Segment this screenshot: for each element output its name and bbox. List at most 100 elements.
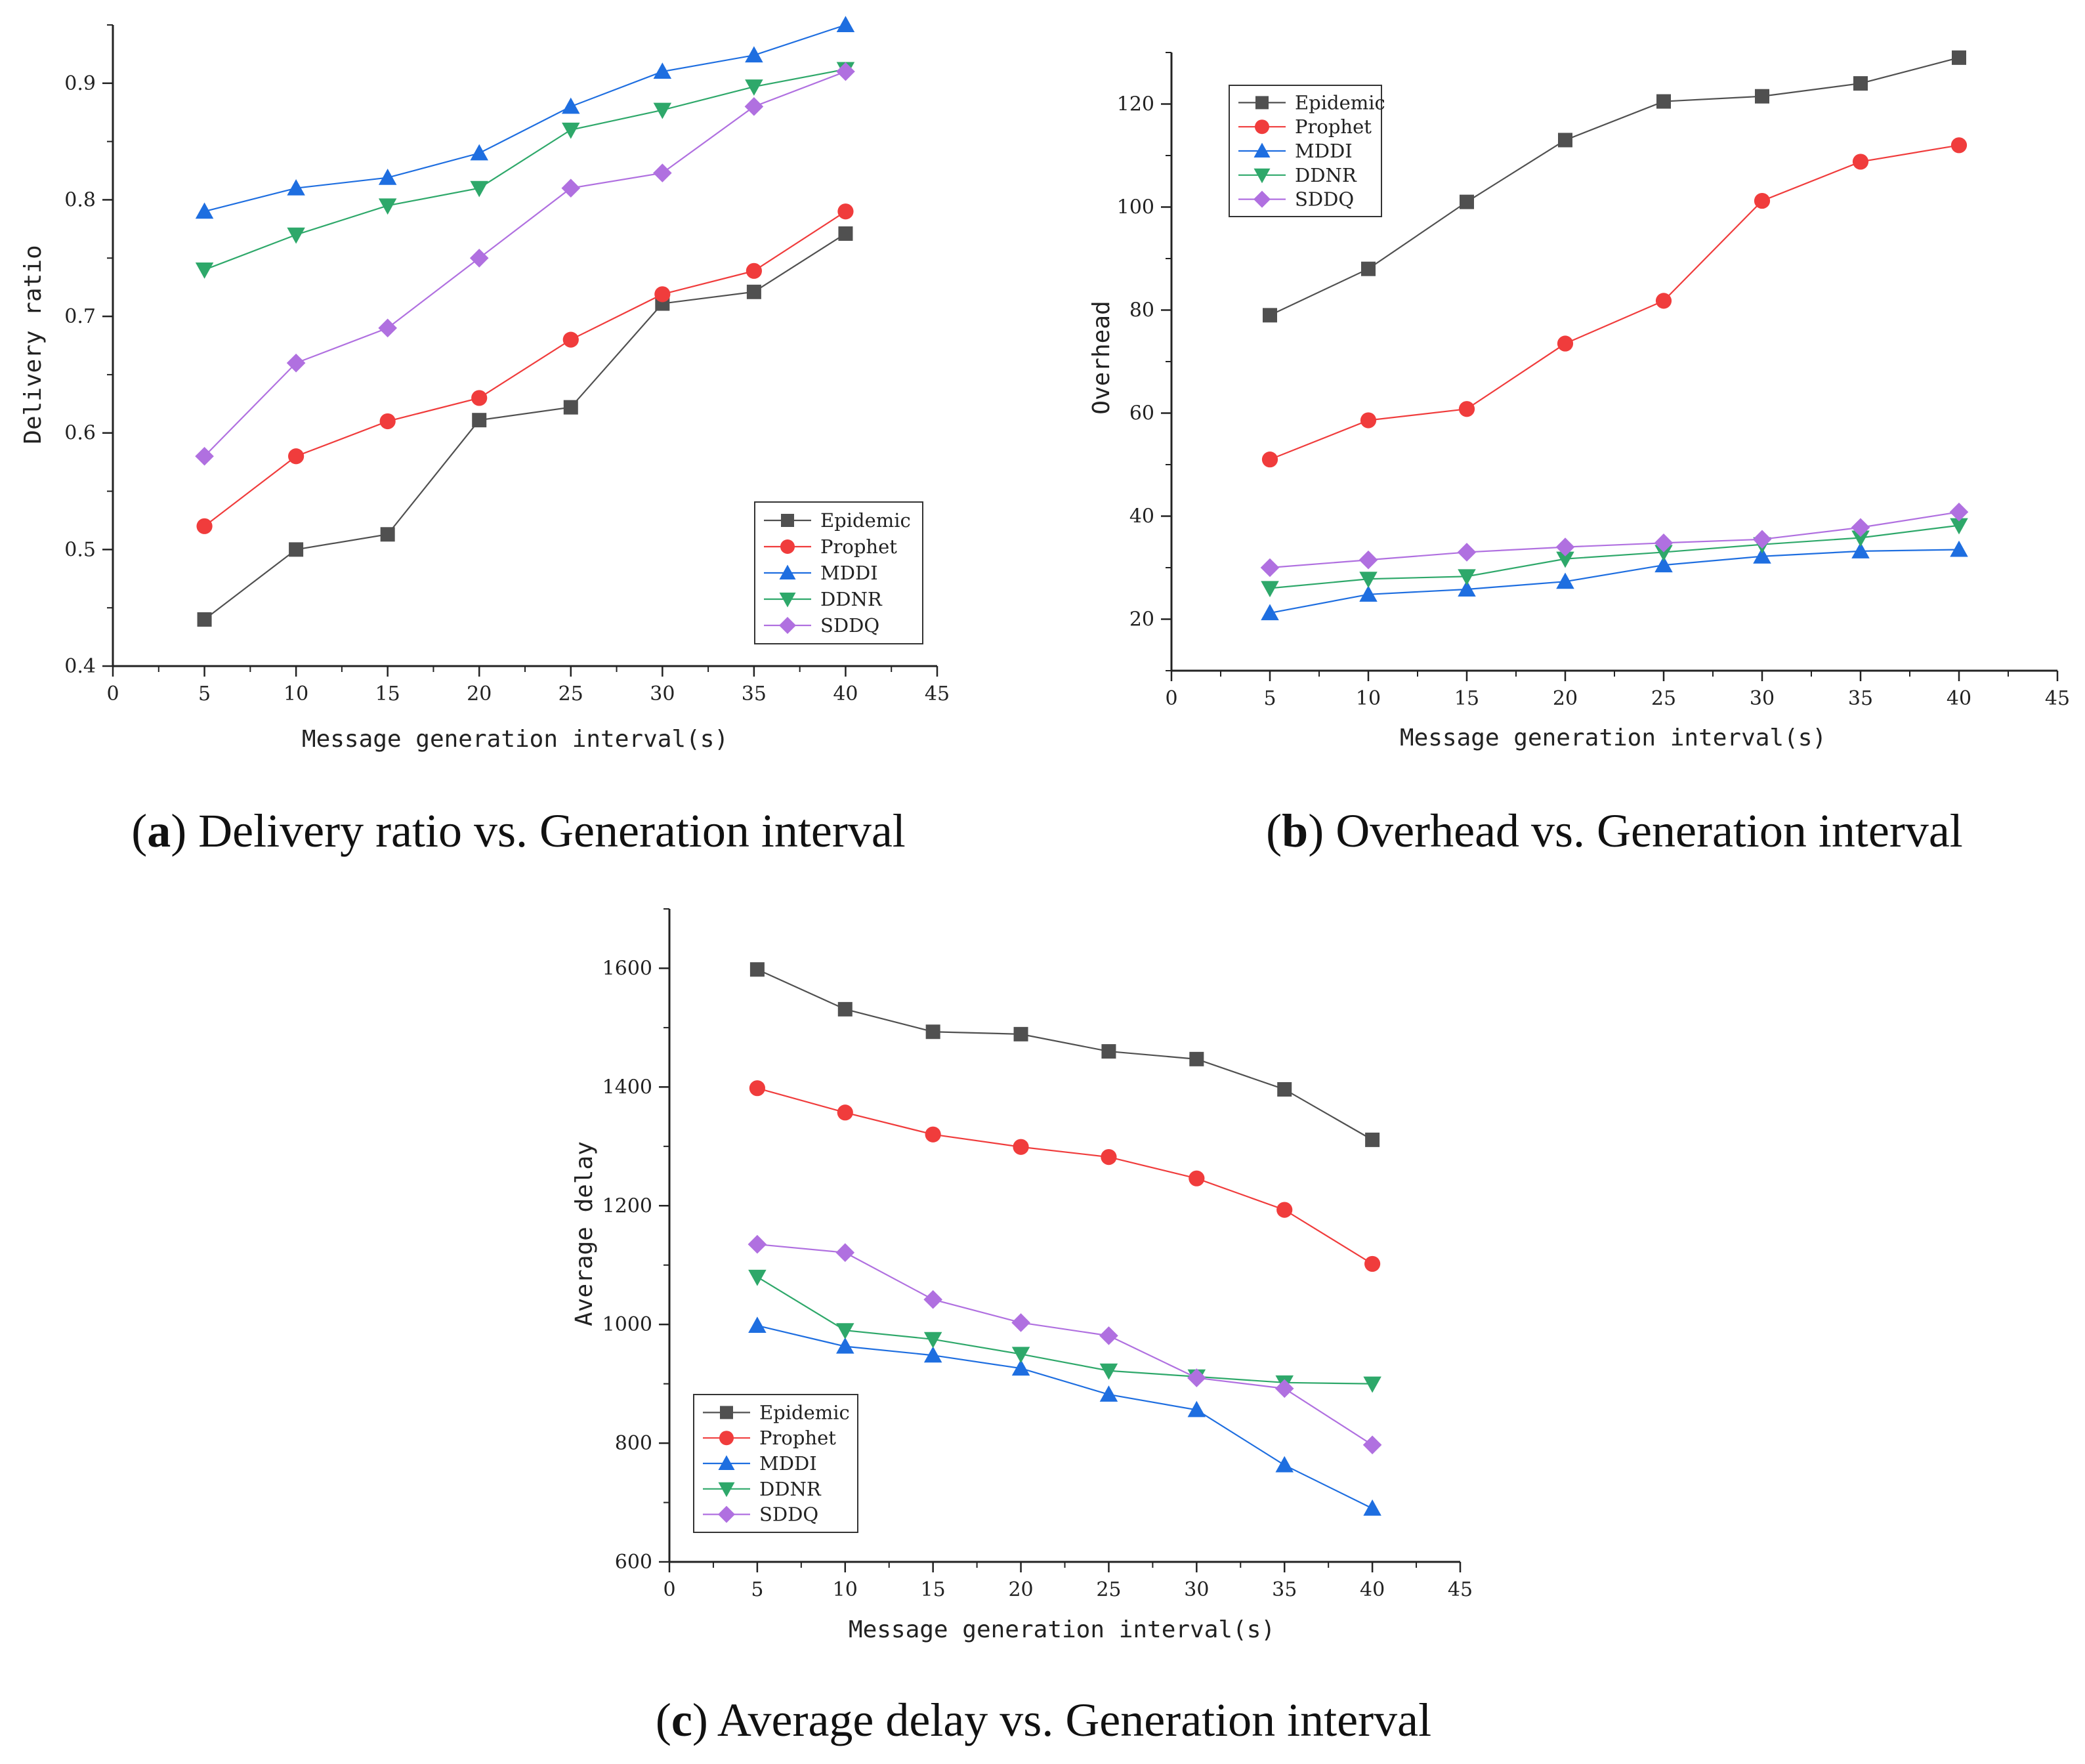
panel-c-series-epidemic-line [757, 969, 1373, 1141]
panel-a-series-prophet-point [837, 203, 854, 220]
panel-c-series-prophet-point [1276, 1202, 1293, 1218]
panel-b-series-ddnr-line [1269, 524, 1960, 589]
panel-b-series-ddnr-point [1556, 551, 1574, 568]
panel-a-series-ddnr-point [653, 102, 672, 119]
panel-c-caption-text: Average delay vs. Generation interval [717, 1694, 1431, 1746]
panel-b-series-ddnr-point [1261, 581, 1279, 598]
panel-c-xlabel: Message generation interval(s) [849, 1616, 1275, 1643]
panel-c-legend-swatch-marker [719, 1431, 734, 1446]
panel-b-legend-item-mddi: MDDI [1238, 140, 1353, 162]
panel-a-series-ddnr-point [195, 262, 214, 279]
panel-a-legend-item-ddnr: DDNR [764, 588, 883, 610]
panel-c-series-sddq-point [1362, 1435, 1382, 1455]
panel-c-series-epidemic-point [837, 1001, 853, 1017]
panel-b-series-ddnr-point [1950, 518, 1968, 535]
panel-a-series-sddq-point [195, 446, 214, 466]
panel-b-series-mddi-point [1753, 547, 1771, 564]
panel-a-series-mddi-point [195, 202, 214, 219]
panel-a-legend-swatch-marker [779, 564, 796, 579]
panel-b-series-prophet-point [1950, 137, 1968, 154]
panel-c-ytick-label: 1400 [602, 1076, 652, 1099]
panel-b-legend-swatch-marker [1253, 168, 1271, 184]
panel-a-series-epidemic-point [563, 400, 578, 415]
panel-a-series-mddi-point [378, 168, 397, 185]
panel-b-xtick-label: 15 [1454, 687, 1479, 710]
panel-b-series-mddi-point [1458, 580, 1476, 597]
panel-b-legend-item-prophet: Prophet [1238, 116, 1372, 138]
panel-c-ytick-label: 1000 [602, 1313, 652, 1336]
panel-a-delivery-ratio: 0 5 10 15 20 25 30 35 40 45 0.4 0.5 0.6 0.7 0.8 0.9 Mes… [20, 16, 950, 857]
panel-a-legend-label: SDDQ [820, 614, 879, 637]
panel-b-legend-label: SDDQ [1295, 188, 1354, 211]
panel-b-legend-swatch-marker [1253, 190, 1271, 208]
panel-b-legend-item-ddnr: DDNR [1238, 164, 1357, 186]
panel-a-series-ddnr-line [204, 68, 846, 271]
panel-b-series-prophet-point [1458, 401, 1475, 417]
panel-b-series-prophet-point [1754, 192, 1771, 209]
panel-c-legend-item-ddnr: DDNR [703, 1478, 822, 1500]
panel-c-series-mddi-point [1363, 1499, 1381, 1516]
panel-b-series-epidemic-point [1853, 76, 1868, 91]
panel-b-series-ddnr-point [1458, 569, 1476, 586]
panel-c-legend-swatch-marker [718, 1505, 735, 1523]
panel-a-series-prophet-point [196, 518, 213, 534]
panel-a-xtick-label: 45 [925, 682, 950, 705]
panel-c-series-sddq-point [1274, 1379, 1294, 1398]
panel-c-series-sddq-point [748, 1234, 767, 1254]
panel-c-series-epidemic-point [1101, 1044, 1116, 1059]
panel-b-series-prophet-point [1360, 412, 1377, 429]
panel-b-xtick-label: 25 [1651, 687, 1676, 710]
panel-b-xtick-label: 10 [1356, 687, 1381, 710]
panel-c-xtick-label: 30 [1184, 1578, 1209, 1601]
panel-a-xtick-label: 25 [558, 682, 583, 705]
panel-b-caption-text: Overhead vs. Generation interval [1336, 805, 1963, 857]
panel-c-legend-label: Epidemic [759, 1401, 850, 1423]
panel-a-series-sddq-point [744, 97, 764, 116]
panel-a-xtick-label: 20 [467, 682, 492, 705]
panel-c-series-mddi-point [1275, 1456, 1294, 1473]
panel-b-series-mddi-point [1950, 540, 1968, 557]
panel-a-series-sddq-line [203, 71, 846, 457]
panel-b-legend-label: Epidemic [1295, 91, 1385, 114]
panel-a-legend-label: MDDI [820, 562, 878, 584]
panel-b-ylabel: Overhead [1088, 301, 1115, 414]
panel-a-series-sddq [195, 62, 855, 466]
panel-b-caption: (b) Overhead vs. Generation interval [1266, 805, 1963, 857]
panel-b-legend-item-sddq: SDDQ [1238, 188, 1354, 211]
panel-a-series-ddnr-point [287, 227, 305, 244]
panel-a-series-mddi-point [745, 46, 763, 63]
panel-b-series-epidemic-line [1269, 56, 1960, 316]
panel-c-legend-item-sddq: SDDQ [703, 1503, 818, 1526]
panel-c-xtick-label: 15 [921, 1578, 946, 1601]
panel-c-ylabel: Average delay [571, 1141, 598, 1326]
panel-a-legend-label: Prophet [820, 536, 897, 558]
panel-c-series-ddnr-point [1011, 1347, 1030, 1364]
panel-a-series-prophet-point [562, 331, 579, 348]
panel-a-series-epidemic-point [472, 413, 487, 428]
panel-a-series-sddq-point [469, 248, 489, 268]
panel-c-xtick-label: 20 [1008, 1578, 1033, 1601]
panel-c-series-prophet-point [925, 1126, 941, 1143]
panel-b-series-epidemic-point [1361, 261, 1376, 276]
panel-c-series-prophet [749, 1080, 1381, 1272]
panel-a-series-prophet-point [746, 262, 762, 279]
panel-a-series-mddi-point [653, 62, 672, 79]
panel-c-legend-item-mddi: MDDI [703, 1452, 817, 1475]
panel-a-series-prophet [196, 203, 854, 534]
panel-b-series-ddnr-point [1359, 572, 1378, 589]
panel-a-legend-item-prophet: Prophet [764, 536, 897, 558]
panel-b-series-prophet-line [1269, 144, 1960, 461]
panel-c-series-sddq [748, 1234, 1382, 1455]
panel-b-series-mddi-point [1359, 585, 1378, 602]
panel-a-series-prophet-point [654, 286, 671, 303]
panel-a-series-ddnr-point [562, 122, 580, 139]
panel-b-xtick-label: 40 [1947, 687, 1971, 710]
panel-c-series-epidemic-point [1189, 1051, 1204, 1066]
panel-c-xtick-label: 5 [751, 1578, 763, 1601]
panel-a-series-epidemic-line [203, 233, 847, 620]
panel-b-legend-label: Prophet [1295, 116, 1372, 138]
panel-b-series-sddq-point [1457, 543, 1477, 562]
panel-a-series-prophet-line [203, 211, 847, 527]
panel-b-series-ddnr-point [1851, 530, 1870, 547]
panel-b-overhead: 0 5 10 15 20 25 30 35 40 45 20 40 60 80 100 120 Message… [1088, 50, 2070, 857]
